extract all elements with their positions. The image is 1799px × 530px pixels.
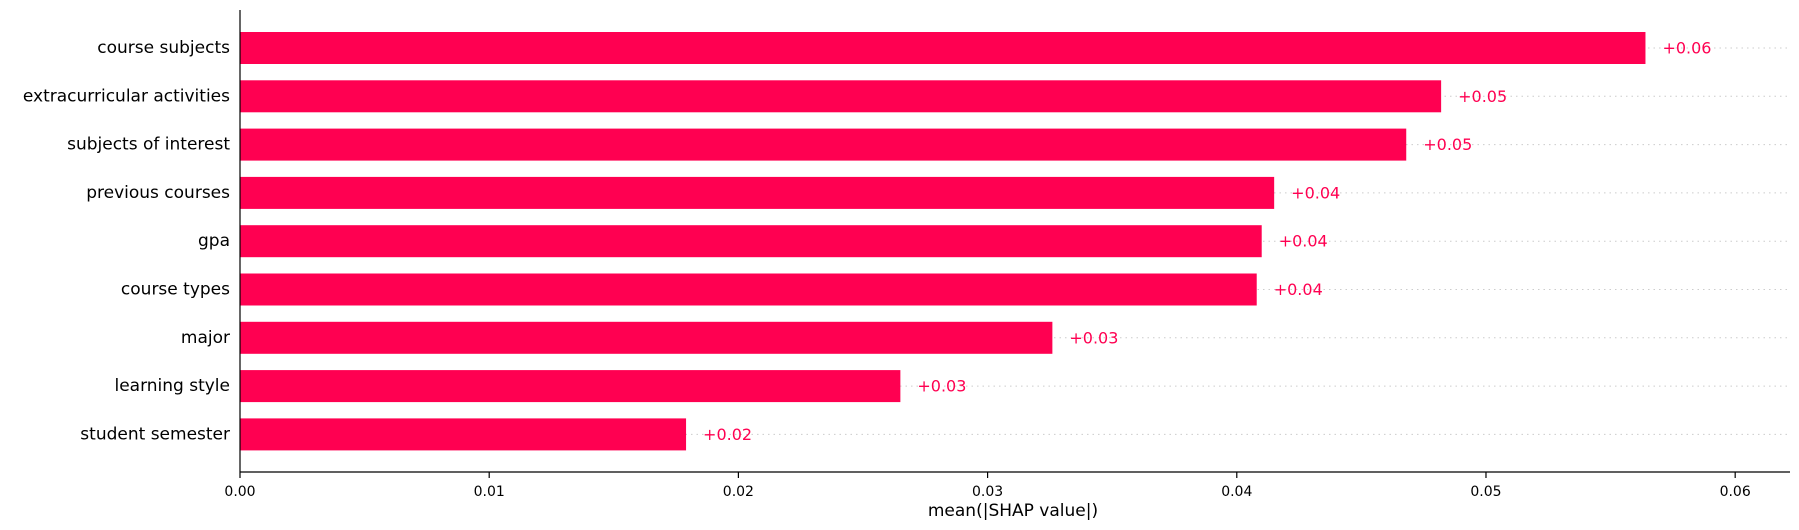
category-label: gpa (198, 231, 230, 251)
bar (240, 273, 1257, 306)
category-label: extracurricular activities (23, 86, 230, 106)
value-label: +0.04 (1279, 232, 1328, 251)
category-label: student semester (80, 424, 230, 444)
value-label: +0.03 (917, 377, 966, 396)
bar (240, 321, 1053, 354)
bar (240, 32, 1646, 64)
value-label: +0.02 (703, 425, 752, 444)
category-label: previous courses (86, 183, 230, 203)
category-label: course types (121, 280, 230, 300)
x-tick-label: 0.01 (474, 484, 505, 500)
x-tick-label: 0.03 (972, 484, 1003, 500)
category-label: subjects of interest (67, 135, 230, 155)
x-tick-label: 0.04 (1221, 484, 1252, 500)
x-tick-label: 0.05 (1470, 484, 1501, 500)
value-label: +0.04 (1291, 183, 1340, 202)
bar (240, 370, 901, 403)
x-axis-title: mean(|SHAP value|) (928, 501, 1098, 521)
category-label: learning style (114, 376, 230, 396)
bar (240, 225, 1262, 258)
bar (240, 418, 687, 451)
x-tick-label: 0.06 (1720, 484, 1751, 500)
category-label: major (181, 328, 230, 348)
bars-layer (240, 32, 1646, 451)
bar (240, 128, 1407, 161)
labels-layer: course subjects +0.06 extracurricular acti… (23, 38, 1712, 444)
value-label: +0.04 (1274, 280, 1323, 299)
value-label: +0.05 (1423, 135, 1472, 154)
axes-layer: 0.00 0.01 0.02 0.03 0.04 0.05 0.06 (224, 10, 1790, 500)
x-tick-label: 0.02 (723, 484, 754, 500)
value-label: +0.05 (1458, 87, 1507, 106)
value-label: +0.06 (1662, 39, 1711, 58)
bar (240, 176, 1275, 209)
x-tick-label: 0.00 (224, 484, 255, 500)
value-label: +0.03 (1069, 328, 1118, 347)
bar (240, 80, 1442, 113)
category-label: course subjects (97, 38, 230, 58)
